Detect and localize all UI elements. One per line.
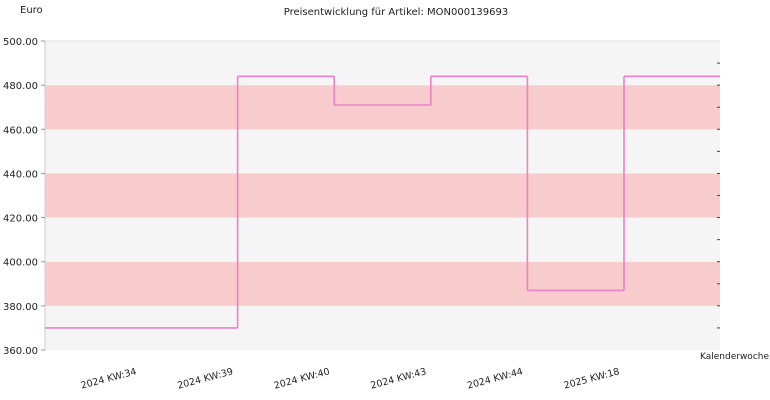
- band: [45, 85, 720, 130]
- y-tick-label: 360.00: [3, 346, 38, 357]
- band: [45, 41, 720, 86]
- y-tick-label: 500.00: [3, 37, 38, 48]
- x-tick-label: 2024 KW:39: [176, 366, 234, 391]
- y-tick-label: 400.00: [3, 258, 38, 269]
- x-tick-label: 2024 KW:34: [80, 366, 138, 391]
- y-tick-label: 440.00: [3, 169, 38, 180]
- y-tick-label: 420.00: [3, 214, 38, 225]
- y-tick-label: 480.00: [3, 81, 38, 92]
- x-axis-label: Kalenderwoche: [700, 352, 769, 362]
- x-tick-label: 2024 KW:44: [466, 366, 524, 391]
- band: [45, 217, 720, 262]
- chart-title: Preisentwicklung für Artikel: MON0001396…: [284, 7, 508, 18]
- y-tick-label: 460.00: [3, 125, 38, 136]
- band: [45, 261, 720, 306]
- y-axis-label: Euro: [20, 5, 43, 16]
- y-tick-label: 380.00: [3, 302, 38, 313]
- x-tick-label: 2024 KW:43: [369, 366, 427, 391]
- x-tick-label: 2024 KW:40: [273, 366, 331, 391]
- x-tick-label: 2025 KW:18: [563, 366, 621, 391]
- band: [45, 129, 720, 174]
- band: [45, 173, 720, 218]
